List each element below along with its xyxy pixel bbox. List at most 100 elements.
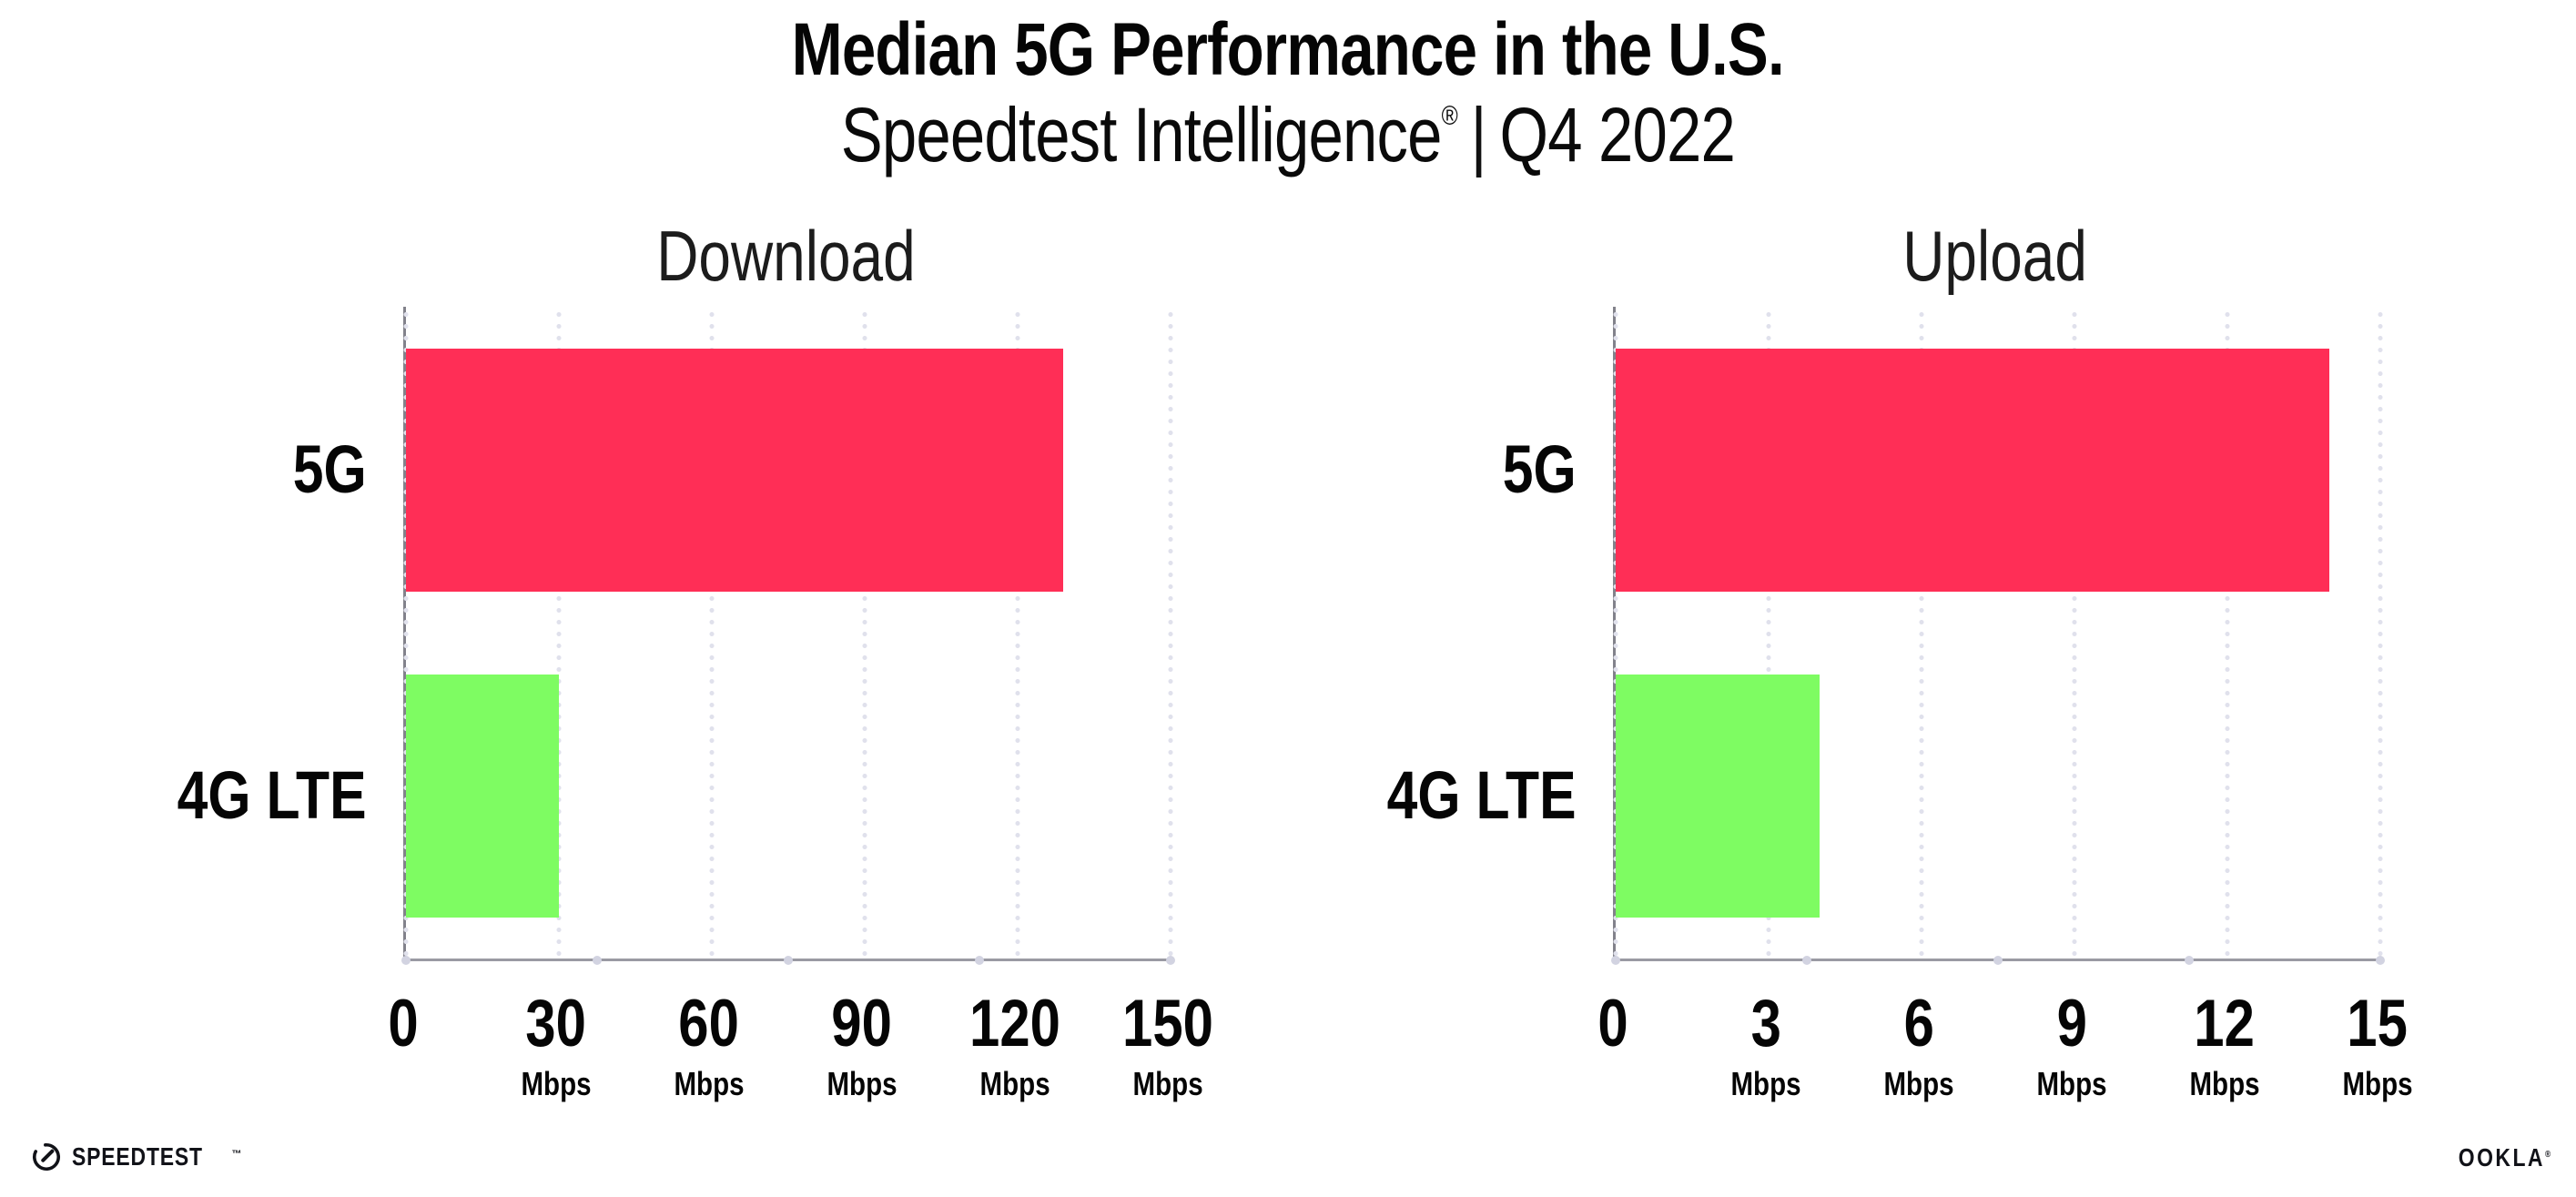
tick-label-12-upload: 12 Mbps — [2182, 990, 2267, 1101]
tick-unit-text: Mbps — [1132, 1065, 1203, 1102]
tick-number: 60 — [666, 990, 752, 1057]
page-subtitle: Speedtest Intelligence® | Q4 2022 — [0, 95, 2576, 175]
axis-quarter-dot — [1802, 956, 1811, 965]
tick-number-text: 90 — [831, 987, 893, 1060]
gridline-9-mbps-upload — [2072, 309, 2077, 957]
tick-number: 0 — [1595, 990, 1632, 1057]
ookla-registered-symbol: ® — [2544, 1150, 2552, 1160]
ookla-wordmark: OOKLA® — [2458, 1143, 2552, 1172]
subtitle-separator: | — [1470, 92, 1487, 178]
axis-quarter-dot — [975, 956, 984, 965]
tick-number: 9 — [2029, 990, 2115, 1057]
tick-label-9-upload: 9 Mbps — [2029, 990, 2115, 1101]
tick-number: 90 — [819, 990, 905, 1057]
tick-unit: Mbps — [1112, 1068, 1223, 1101]
download-axis-ticks: 0 30 Mbps 60 Mbps 90 Mbps 120 Mbps 150 Mbps — [388, 990, 1213, 1118]
download-chart-title: Download — [655, 216, 916, 296]
upload-axis-ticks: 0 3 Mbps 6 Mbps 9 Mbps 12 Mbps 15 Mbps — [1597, 990, 2412, 1118]
speedtest-gauge-icon — [32, 1142, 61, 1172]
speedtest-logo: SPEEDTEST ™ — [30, 1141, 242, 1173]
gridline-0-mbps-download — [403, 309, 409, 957]
tick-label-3-upload: 3 Mbps — [1723, 990, 1809, 1101]
bar-4g-lte-download — [406, 675, 559, 918]
row-label-4g-lte-upload: 4G LTE — [1212, 762, 1577, 829]
tick-number: 3 — [1723, 990, 1809, 1057]
subtitle-text: Speedtest Intelligence® | Q4 2022 — [841, 92, 1736, 178]
tick-label-0-upload: 0 — [1595, 990, 1632, 1057]
tick-number-text: 12 — [2194, 987, 2256, 1060]
tick-unit: Mbps — [819, 1068, 905, 1101]
axis-quarter-dot — [401, 956, 411, 965]
registered-mark: ® — [1441, 101, 1458, 131]
tick-unit-text: Mbps — [1883, 1065, 1954, 1102]
row-label-4g-lte-download: 4G LTE — [3, 762, 367, 829]
tick-unit: Mbps — [959, 1068, 1070, 1101]
gridline-6-mbps-upload — [1919, 309, 1924, 957]
tick-label-15-upload: 15 Mbps — [2335, 990, 2420, 1101]
row-label-text: 4G LTE — [177, 757, 367, 833]
tick-number: 150 — [1112, 990, 1223, 1057]
tick-unit-text: Mbps — [1730, 1065, 1801, 1102]
tick-unit: Mbps — [2335, 1068, 2420, 1101]
tick-unit: Mbps — [1723, 1068, 1809, 1101]
tick-unit-text: Mbps — [674, 1065, 745, 1102]
tick-number: 15 — [2335, 990, 2420, 1057]
tick-label-6-upload: 6 Mbps — [1876, 990, 1962, 1101]
tick-unit: Mbps — [1876, 1068, 1962, 1101]
axis-quarter-dot — [2376, 956, 2385, 965]
tick-number-text: 30 — [525, 987, 587, 1060]
subtitle-period: Q4 2022 — [1499, 92, 1736, 178]
ookla-logo: OOKLA® — [2438, 1143, 2552, 1172]
axis-quarter-dot — [2185, 956, 2194, 965]
tick-label-150-download: 150 Mbps — [1112, 990, 1223, 1101]
tick-unit: Mbps — [2029, 1068, 2115, 1101]
tick-label-90-download: 90 Mbps — [819, 990, 905, 1101]
download-row-labels: 5G 4G LTE — [3, 307, 367, 959]
tick-number-text: 6 — [1903, 987, 1934, 1060]
axis-quarter-dot — [1611, 956, 1620, 965]
row-label-text: 4G LTE — [1387, 757, 1577, 833]
page-title-text: Median 5G Performance in the U.S. — [791, 8, 1785, 91]
tick-unit-text: Mbps — [979, 1065, 1050, 1102]
upload-plot-area — [1611, 307, 2385, 965]
tick-number: 6 — [1876, 990, 1962, 1057]
speedtest-wordmark: SPEEDTEST ™ — [72, 1142, 243, 1171]
axis-quarter-dot — [593, 956, 602, 965]
tick-unit-text: Mbps — [521, 1065, 592, 1102]
tick-unit-text: Mbps — [827, 1065, 898, 1102]
axis-quarter-dot — [1166, 956, 1175, 965]
row-label-text: 5G — [1503, 431, 1577, 507]
upload-chart-title: Upload — [1902, 216, 2088, 296]
trademark-symbol: ™ — [231, 1149, 243, 1160]
tick-label-120-download: 120 Mbps — [959, 990, 1070, 1101]
tick-number: 0 — [385, 990, 422, 1057]
tick-number-text: 9 — [2056, 987, 2087, 1060]
gridline-0-mbps-upload — [1613, 309, 1618, 957]
page-title: Median 5G Performance in the U.S. — [0, 8, 2576, 91]
bar-5g-download — [406, 349, 1064, 592]
gridline-12-mbps-upload — [2225, 309, 2230, 957]
tick-unit: Mbps — [2182, 1068, 2267, 1101]
gridline-150-mbps-download — [1168, 309, 1173, 957]
upload-row-labels: 5G 4G LTE — [1212, 307, 1577, 959]
tick-number-text: 0 — [388, 987, 419, 1060]
tick-unit-text: Mbps — [2342, 1065, 2413, 1102]
row-label-text: 5G — [293, 431, 367, 507]
tick-unit-text: Mbps — [2189, 1065, 2260, 1102]
tick-number-text: 3 — [1750, 987, 1781, 1060]
gridline-15-mbps-upload — [2378, 309, 2383, 957]
tick-unit-text: Mbps — [2036, 1065, 2107, 1102]
axis-quarter-dot — [1993, 956, 2003, 965]
gridline-120-mbps-download — [1015, 309, 1020, 957]
tick-label-60-download: 60 Mbps — [666, 990, 752, 1101]
tick-label-0-download: 0 — [385, 990, 422, 1057]
bar-4g-lte-upload — [1616, 675, 1820, 918]
download-plot-area — [401, 307, 1175, 965]
gridline-3-mbps-upload — [1766, 309, 1771, 957]
row-label-5g-upload: 5G — [1212, 436, 1577, 503]
tick-unit: Mbps — [513, 1068, 599, 1101]
tick-unit: Mbps — [666, 1068, 752, 1101]
axis-quarter-dot — [784, 956, 793, 965]
tick-label-30-download: 30 Mbps — [513, 990, 599, 1101]
